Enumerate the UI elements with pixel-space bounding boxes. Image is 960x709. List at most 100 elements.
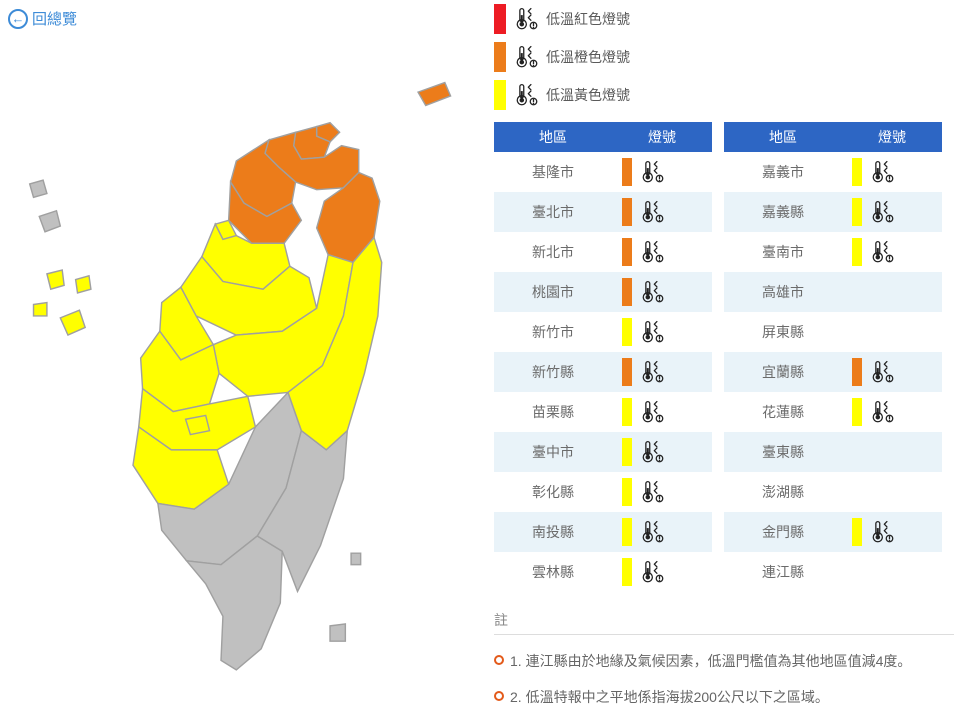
table-row[interactable]: 苗栗縣 [494, 392, 712, 432]
map-region-penghu4[interactable] [76, 276, 91, 293]
region-name: 金門縣 [724, 522, 842, 542]
alert-color-bar [622, 158, 632, 186]
alert-color-bar [852, 198, 862, 226]
region-name: 苗栗縣 [494, 402, 612, 422]
thermometer-icon [638, 357, 668, 387]
note-item: 2. 低溫特報中之平地係指海拔200公尺以下之區域。 [494, 687, 954, 707]
table-row[interactable]: 宜蘭縣 [724, 352, 942, 392]
map-region-islandW1[interactable] [39, 211, 60, 232]
alert-color-bar [622, 398, 632, 426]
alert-color-bar [622, 518, 632, 546]
table-row[interactable]: 連江縣 [724, 552, 942, 592]
table-row[interactable]: 金門縣 [724, 512, 942, 552]
table-row[interactable]: 臺南市 [724, 232, 942, 272]
map-region-islandNE1[interactable] [418, 83, 451, 106]
left-column: ← 回總覽 [0, 0, 480, 709]
region-alert [842, 357, 942, 387]
th-light: 燈號 [612, 127, 712, 147]
region-name: 屏東縣 [724, 322, 842, 342]
alert-color-bar [852, 238, 862, 266]
region-name: 高雄市 [724, 282, 842, 302]
table-row[interactable]: 彰化縣 [494, 472, 712, 512]
table-row[interactable]: 新北市 [494, 232, 712, 272]
alert-color-bar [852, 358, 862, 386]
th-region: 地區 [724, 127, 842, 147]
taiwan-map [8, 29, 478, 689]
table-row[interactable]: 花蓮縣 [724, 392, 942, 432]
thermometer-icon [868, 197, 898, 227]
table-row[interactable]: 雲林縣 [494, 552, 712, 592]
region-alert [842, 197, 942, 227]
legend-label: 低溫橙色燈號 [546, 47, 630, 67]
region-alert [612, 157, 712, 187]
region-name: 彰化縣 [494, 482, 612, 502]
map-region-islandW2[interactable] [30, 180, 47, 197]
alert-color-bar [852, 518, 862, 546]
region-name: 臺中市 [494, 442, 612, 462]
legend-item: 低溫黃色燈號 [494, 76, 734, 114]
thermometer-icon [512, 80, 542, 110]
table-row[interactable]: 基隆市 [494, 152, 712, 192]
table-row[interactable]: 新竹縣 [494, 352, 712, 392]
region-name: 新北市 [494, 242, 612, 262]
back-link[interactable]: ← 回總覽 [8, 8, 77, 29]
thermometer-icon [868, 517, 898, 547]
thermometer-icon [868, 157, 898, 187]
bullet-icon [494, 691, 504, 701]
table-row[interactable]: 嘉義縣 [724, 192, 942, 232]
legend: 低溫紅色燈號低溫橙色燈號低溫黃色燈號 [494, 0, 954, 114]
thermometer-icon [638, 317, 668, 347]
region-name: 基隆市 [494, 162, 612, 182]
thermometer-icon [868, 357, 898, 387]
alert-color-bar [622, 478, 632, 506]
thermometer-icon [638, 477, 668, 507]
table-row[interactable]: 澎湖縣 [724, 472, 942, 512]
legend-item: 低溫紅色燈號 [494, 0, 734, 38]
region-alert [612, 437, 712, 467]
legend-item: 低溫橙色燈號 [494, 38, 734, 76]
alert-color-bar [622, 438, 632, 466]
bullet-icon [494, 655, 504, 665]
table-row[interactable]: 南投縣 [494, 512, 712, 552]
map-region-penghu2[interactable] [47, 270, 64, 289]
region-alert [612, 197, 712, 227]
region-name: 雲林縣 [494, 562, 612, 582]
region-name: 花蓮縣 [724, 402, 842, 422]
alert-tables: 地區 燈號 基隆市臺北市新北市桃園市新竹市新竹縣苗栗縣臺中市彰化縣南投縣雲林縣 … [494, 122, 954, 592]
region-name: 連江縣 [724, 562, 842, 582]
thermometer-icon [638, 397, 668, 427]
region-name: 南投縣 [494, 522, 612, 542]
region-alert [842, 517, 942, 547]
table-row[interactable]: 臺東縣 [724, 432, 942, 472]
table-row[interactable]: 臺北市 [494, 192, 712, 232]
region-alert [612, 477, 712, 507]
map-region-penghu3[interactable] [34, 303, 47, 316]
region-alert [612, 317, 712, 347]
table-row[interactable]: 高雄市 [724, 272, 942, 312]
region-alert [612, 357, 712, 387]
table-row[interactable]: 嘉義市 [724, 152, 942, 192]
note-text: 2. 低溫特報中之平地係指海拔200公尺以下之區域。 [510, 687, 829, 707]
thermometer-icon [638, 237, 668, 267]
thermometer-icon [868, 397, 898, 427]
thermometer-icon [638, 437, 668, 467]
legend-color-swatch [494, 80, 506, 110]
th-region: 地區 [494, 127, 612, 147]
map-region-penghu1[interactable] [60, 310, 85, 335]
map-region-chiayiCity[interactable] [186, 415, 210, 434]
region-name: 新竹市 [494, 322, 612, 342]
thermometer-icon [638, 157, 668, 187]
thermometer-icon [512, 42, 542, 72]
table-row[interactable]: 桃園市 [494, 272, 712, 312]
table-row[interactable]: 臺中市 [494, 432, 712, 472]
map-region-greenIs[interactable] [351, 553, 361, 564]
table-row[interactable]: 屏東縣 [724, 312, 942, 352]
map-region-lanyu[interactable] [330, 624, 345, 641]
thermometer-icon [638, 277, 668, 307]
alert-color-bar [622, 558, 632, 586]
thermometer-icon [638, 557, 668, 587]
region-alert [612, 397, 712, 427]
alert-color-bar [852, 158, 862, 186]
region-alert [612, 557, 712, 587]
table-row[interactable]: 新竹市 [494, 312, 712, 352]
